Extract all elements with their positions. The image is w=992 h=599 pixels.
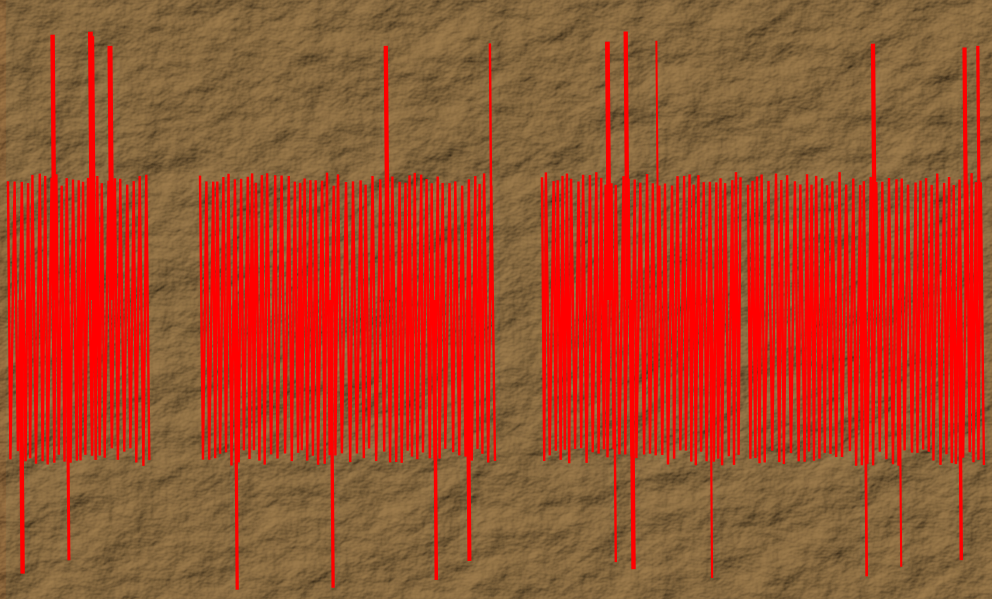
spike-group-2 <box>432 299 439 581</box>
spike-group-2 <box>488 43 494 301</box>
spike-group-1 <box>65 299 71 561</box>
spike-group-3 <box>605 41 612 301</box>
spike-group-3 <box>629 299 636 570</box>
spike-group-3 <box>655 40 660 301</box>
spike-group-2 <box>329 299 335 588</box>
spike-group-4 <box>957 299 963 561</box>
spike-group-4 <box>863 299 869 577</box>
spike-group-1 <box>88 31 95 301</box>
spike-group-2 <box>383 45 390 301</box>
stroke-group-2 <box>198 172 497 466</box>
red-stroke-layer <box>6 31 986 590</box>
spike-group-3 <box>612 299 617 563</box>
spike-group-1 <box>18 299 25 574</box>
spike-group-3 <box>709 299 714 579</box>
spike-group-3 <box>623 31 630 301</box>
spike-group-4 <box>962 47 969 301</box>
stroke-group-3 <box>540 172 742 466</box>
spike-group-1 <box>107 45 115 301</box>
spike-group-1 <box>92 36 97 301</box>
spike-group-4 <box>976 45 982 301</box>
spike-group-2 <box>465 299 472 562</box>
stroke-group-1 <box>6 173 151 466</box>
spike-group-4 <box>870 43 878 301</box>
spike-group-4 <box>898 299 903 567</box>
spike-group-1 <box>50 34 57 301</box>
spike-group-2 <box>233 299 239 590</box>
